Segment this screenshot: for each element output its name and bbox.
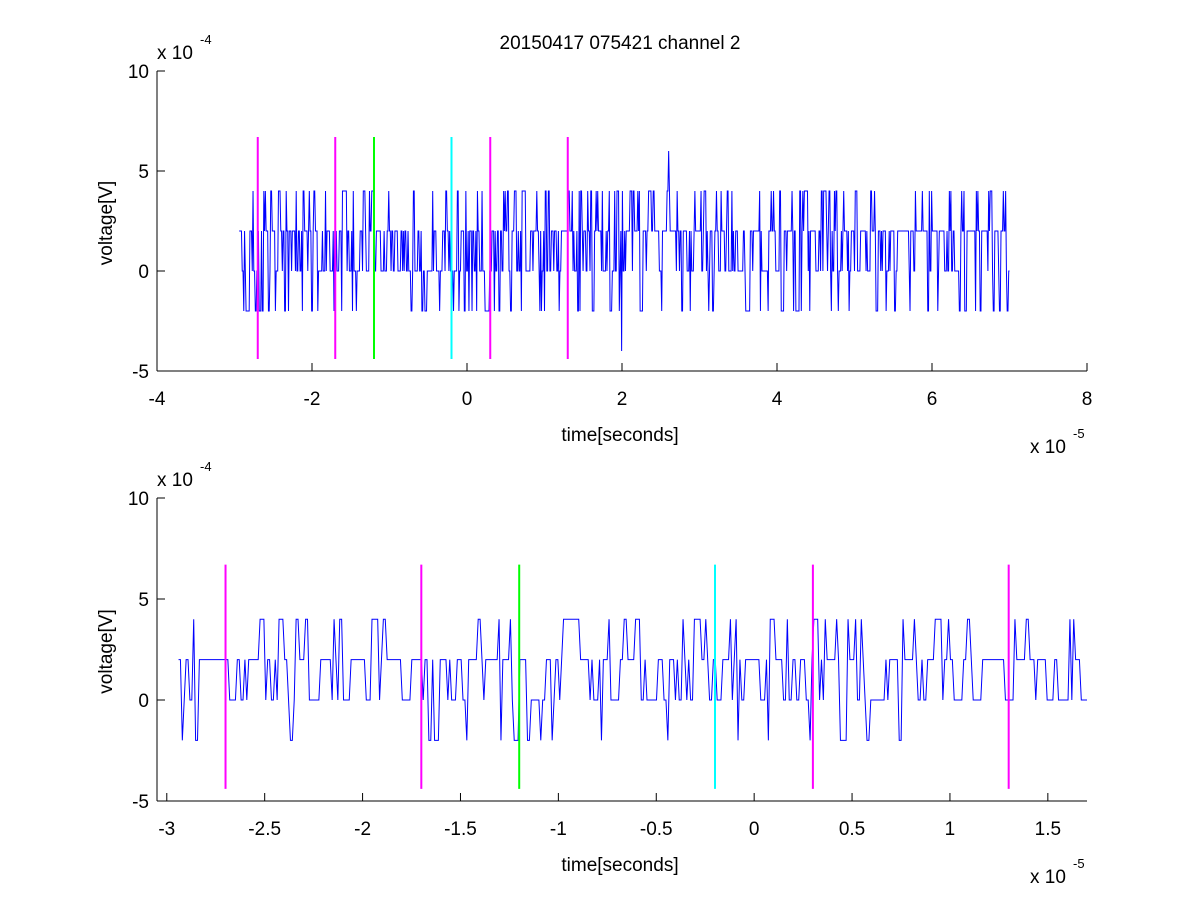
x-tick-label: 0 [749,819,760,840]
x-tick-label: 2 [617,389,628,410]
x-tick-label: -1 [550,819,567,840]
y-tick-label: 5 [138,162,149,183]
x-tick-label: -2 [304,389,321,410]
x-tick-label: -2 [354,819,371,840]
x-tick-label: -4 [149,389,166,410]
x-tick-label: -1.5 [444,819,477,840]
y-axis-multiplier: x 10 [157,470,193,491]
y-tick-label: -5 [132,792,149,813]
x-tick-label: 6 [927,389,938,410]
y-axis-multiplier-exponent: -4 [200,32,212,47]
y-tick-label: 5 [138,590,149,611]
x-tick-label: 1 [945,819,956,840]
voltage-trace-line [178,618,1087,741]
y-tick-label: 10 [128,62,149,83]
y-tick-label: 0 [138,262,149,283]
x-tick-label: 0.5 [839,819,865,840]
y-axis-multiplier-exponent: -4 [200,459,212,474]
x-tick-label: 4 [772,389,783,410]
x-axis-multiplier-exponent: -5 [1073,426,1085,441]
x-axis-multiplier: x 10 [1030,437,1066,458]
top-subplot: -4 -2 0 2 4 6 8 -5 0 5 10 time[seconds] voltage[V] x … [96,32,1092,458]
x-tick-label: -3 [158,819,175,840]
bottom-subplot: -3 -2.5 -2 -1.5 -1 -0.5 0 0.5 1 1.5 -5 0 5 10 time[sec… [96,459,1087,888]
y-axis-multiplier: x 10 [157,43,193,64]
x-tick-label: 0 [462,389,473,410]
y-tick-label: -5 [132,362,149,383]
x-tick-label: 8 [1082,389,1093,410]
x-axis-label: time[seconds] [561,855,678,876]
y-tick-label: 10 [128,489,149,510]
y-axis-label: voltage[V] [96,181,117,266]
x-tick-label: -2.5 [248,819,281,840]
y-axis-label: voltage[V] [96,609,117,694]
figure-title: 20150417 075421 channel 2 [500,33,741,54]
x-axis-multiplier-exponent: -5 [1073,856,1085,871]
x-axis-label: time[seconds] [561,425,678,446]
x-tick-label: 1.5 [1035,819,1061,840]
voltage-trace-line [239,150,1010,352]
x-tick-label: -0.5 [640,819,673,840]
y-tick-label: 0 [138,691,149,712]
x-axis-multiplier: x 10 [1030,867,1066,888]
